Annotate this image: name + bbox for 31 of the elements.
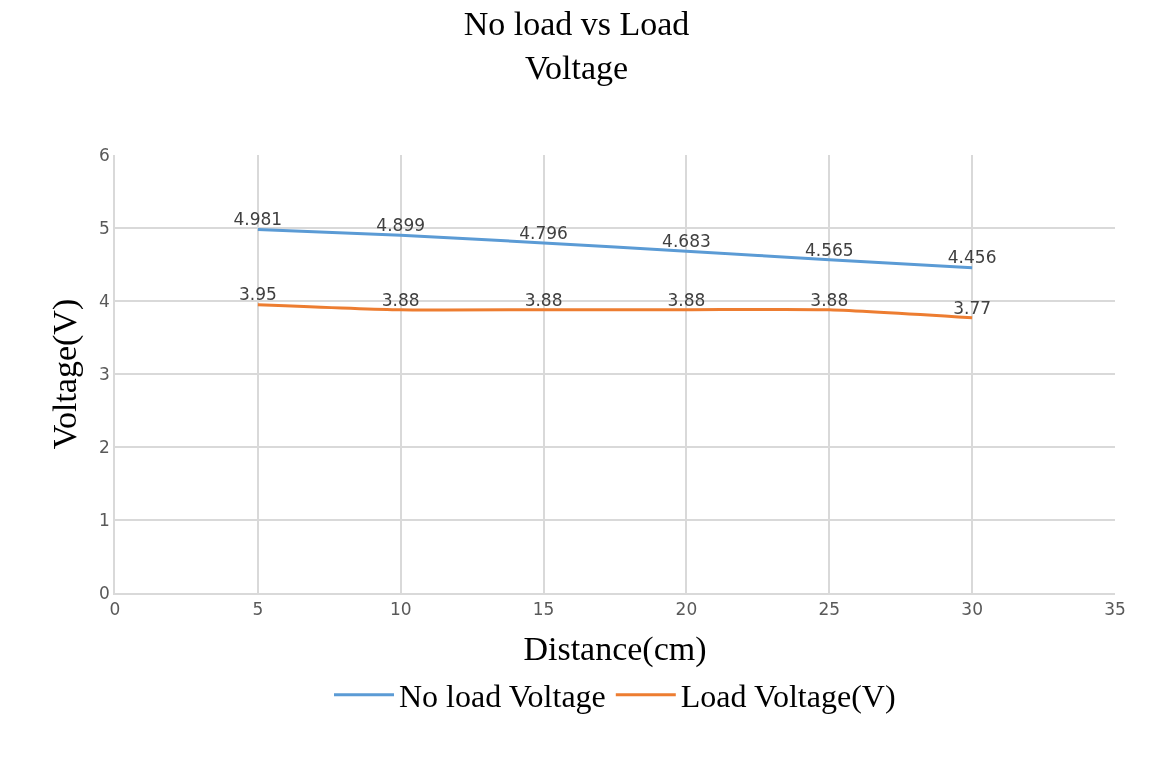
data-label: 4.981 xyxy=(233,209,283,230)
y-tick-label: 0 xyxy=(99,582,110,603)
data-label: 3.77 xyxy=(953,297,992,318)
x-tick-label: 5 xyxy=(252,599,264,620)
data-label: 3.88 xyxy=(524,289,563,310)
x-tick-label: 20 xyxy=(675,599,698,620)
x-axis-title: Distance(cm) xyxy=(523,629,707,668)
y-tick-label: 1 xyxy=(99,509,110,530)
legend-label: Load Voltage(V) xyxy=(680,678,896,715)
y-tick-label: 2 xyxy=(99,436,110,457)
data-label: 3.88 xyxy=(381,289,420,310)
data-label: 3.88 xyxy=(810,289,849,310)
data-label: 4.683 xyxy=(662,230,711,251)
x-tick-label: 25 xyxy=(818,599,841,620)
x-tick-label: 30 xyxy=(961,599,983,620)
y-tick-label: 5 xyxy=(99,217,110,238)
x-tick-label: 15 xyxy=(532,599,555,620)
data-label: 3.95 xyxy=(238,284,277,305)
data-label: 3.88 xyxy=(667,289,706,310)
y-tick-label: 6 xyxy=(99,144,110,165)
y-tick-label: 3 xyxy=(99,363,110,384)
data-label: 4.899 xyxy=(376,215,426,236)
data-label: 4.565 xyxy=(804,239,854,260)
y-axis-title: Voltage(V) xyxy=(46,298,85,450)
data-label: 4.456 xyxy=(947,247,997,268)
y-tick-label: 4 xyxy=(99,290,110,311)
x-tick-label: 10 xyxy=(389,599,412,620)
x-tick-label: 35 xyxy=(1104,599,1126,620)
legend-label: No load Voltage xyxy=(399,678,606,715)
data-label: 4.796 xyxy=(519,222,568,243)
chart-title: No load vs Load Voltage xyxy=(463,4,690,86)
